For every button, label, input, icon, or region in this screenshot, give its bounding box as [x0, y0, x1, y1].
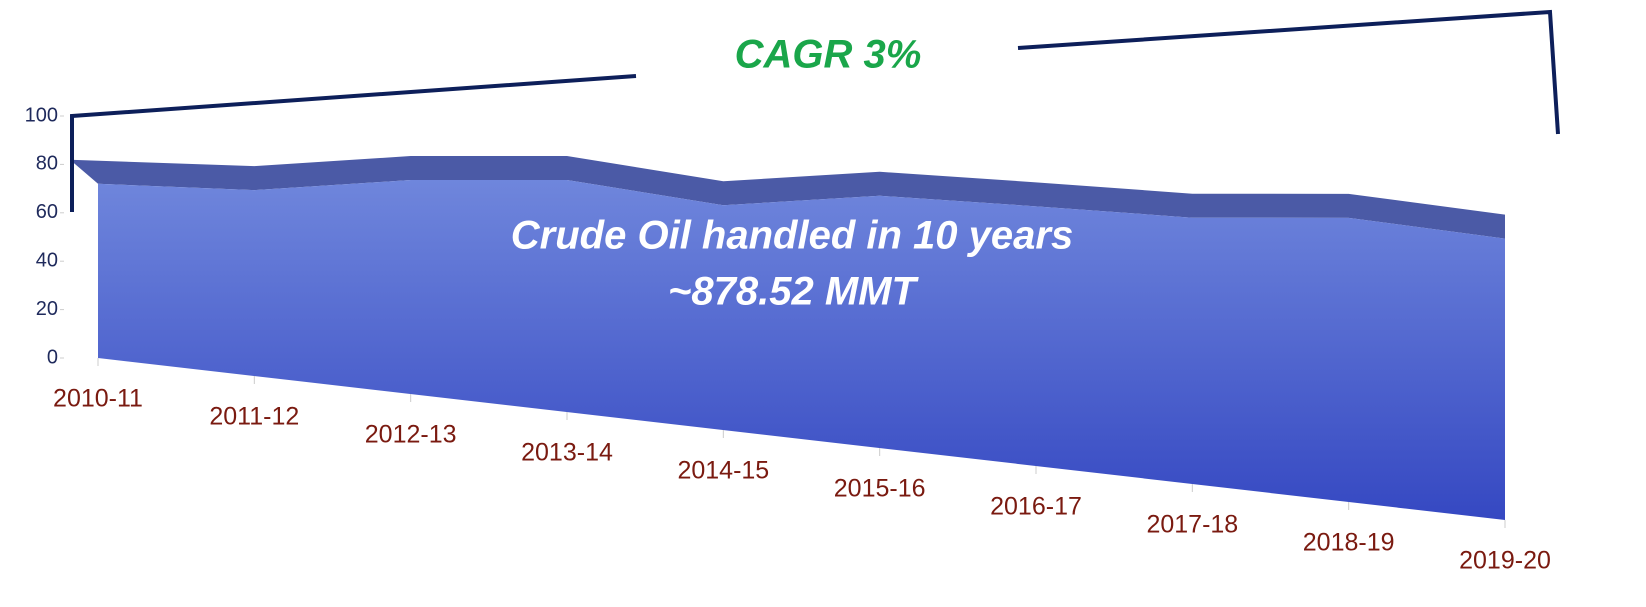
y-tick-label: 80 — [36, 153, 58, 175]
x-tick-label: 2011-12 — [209, 403, 299, 431]
x-tick-label: 2012-13 — [365, 421, 457, 449]
x-tick-label: 2014-15 — [677, 457, 769, 485]
x-tick-label: 2019-20 — [1459, 547, 1551, 575]
bracket-left — [70, 74, 637, 212]
x-tick-label: 2015-16 — [834, 475, 926, 503]
x-tick-label: 2017-18 — [1146, 511, 1238, 539]
center-text: ~878.52 MMT — [668, 270, 919, 314]
y-tick-label: 60 — [36, 201, 58, 223]
area-top — [70, 155, 1505, 239]
x-tick-label: 2010-11 — [53, 385, 143, 413]
plot — [70, 155, 1505, 520]
y-tick-label: 0 — [47, 346, 58, 368]
center-text: Crude Oil handled in 10 years — [511, 214, 1073, 258]
x-tick-label: 2018-19 — [1303, 529, 1395, 557]
x-tick-label: 2013-14 — [521, 439, 613, 467]
cagr-annotation: CAGR 3% — [735, 33, 922, 77]
x-tick-label: 2016-17 — [990, 493, 1082, 521]
y-tick-label: 20 — [36, 298, 58, 320]
y-tick-label: 100 — [25, 104, 58, 126]
area — [98, 179, 1505, 520]
y-tick-label: 40 — [36, 249, 58, 271]
bracket-right — [1017, 9, 1560, 135]
